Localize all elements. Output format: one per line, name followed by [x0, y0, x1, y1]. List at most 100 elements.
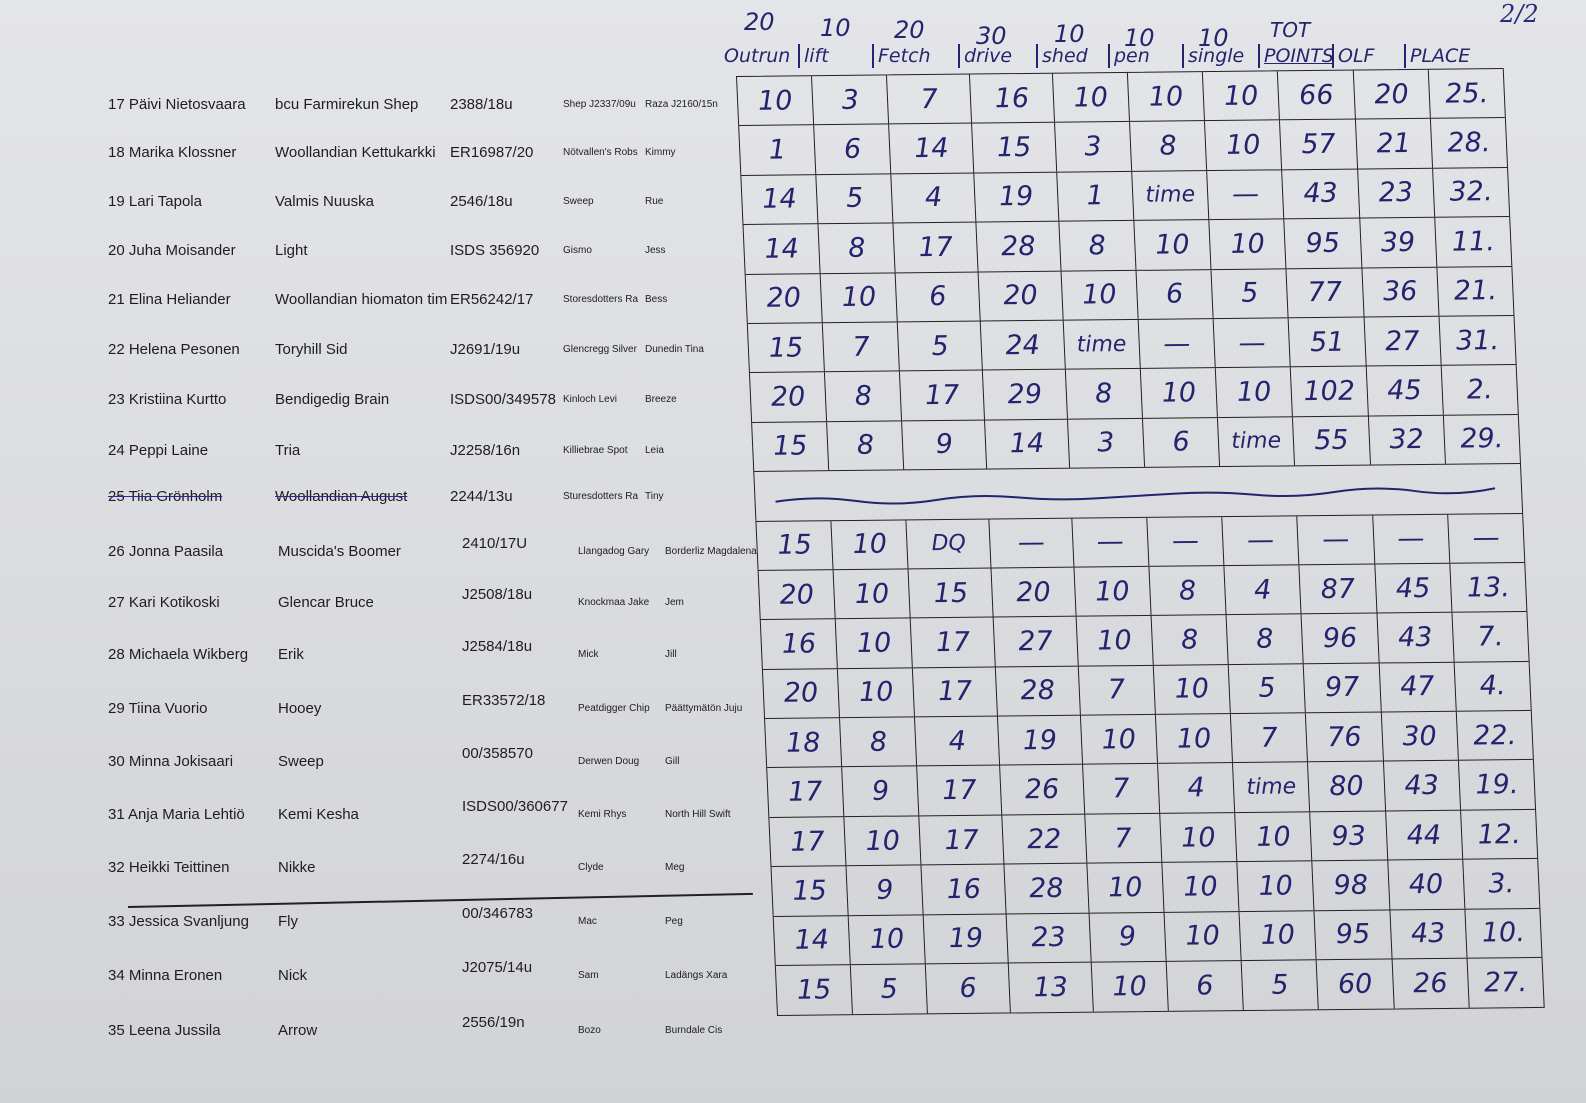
- score-cell: 10: [1140, 368, 1219, 418]
- col-olf: OLF: [1332, 44, 1374, 68]
- score-cell: 13: [1008, 962, 1094, 1013]
- competitor-row: 27 Kari Kotikoski Glencar Bruce J2508/18u K…: [0, 586, 760, 618]
- competitor-row: 26 Jonna Paasila Muscida's Boomer 2410/17U…: [0, 535, 760, 567]
- score-cell: 10: [1134, 220, 1212, 270]
- score-cell: 19: [924, 914, 1009, 964]
- score-cell: 10: [1164, 911, 1242, 961]
- registration-number: J2691/19u: [450, 341, 521, 358]
- dam-name: Gill: [665, 756, 680, 767]
- dog-name: Toryhill Sid: [275, 341, 348, 358]
- score-cell: 17: [913, 667, 999, 717]
- score-cell: 13.: [1466, 571, 1511, 604]
- score-cell: 15: [775, 965, 854, 1016]
- score-cell: 5: [816, 174, 894, 224]
- dam-name: Borderliz Magdalena: [665, 546, 757, 557]
- score-cell: 6: [896, 272, 981, 322]
- score-cell: 10: [848, 915, 927, 965]
- score-cell: 16: [760, 619, 839, 669]
- sire-name: Derwen Doug: [578, 756, 640, 767]
- score-cell: 8: [1149, 565, 1227, 616]
- score-cell: 17: [767, 767, 845, 817]
- score-row: 17 9 17 26 7 4 time 80 43 19.: [767, 760, 1536, 818]
- score-row: 15 10 DQ — — — — — — —: [756, 513, 1525, 571]
- score-column-headers: Outrun lift Fetch drive shed pen single …: [724, 44, 1484, 72]
- competitor-row: 20 Juha Moisander Light ISDS 356920 Gismo Je…: [0, 242, 760, 266]
- score-cell: 1: [1056, 171, 1135, 221]
- score-cell: 9: [842, 766, 920, 817]
- score-row: 10 3 7 16 10 10 10 66 20 25.: [737, 68, 1505, 127]
- dam-name: Bess: [645, 294, 668, 305]
- score-cell: 17: [769, 817, 847, 867]
- score-cell: 10: [1209, 219, 1287, 269]
- competitor-name: 18 Marika Klossner: [108, 144, 237, 161]
- score-cell: 20: [1353, 69, 1431, 119]
- dam-name: Dunedin Tina: [645, 344, 704, 355]
- score-cell: 10: [1091, 961, 1169, 1013]
- sire-name: Clyde: [578, 862, 604, 873]
- dam-name: Rue: [645, 196, 664, 207]
- competitor-name: 22 Helena Pesonen: [108, 341, 240, 358]
- competitor-name: 29 Tiina Vuorio: [108, 700, 208, 717]
- col-place: PLACE: [1404, 44, 1470, 68]
- competitor-row: 32 Heikki Teittinen Nikke 2274/16u Clyde Meg: [0, 851, 760, 883]
- score-cell: 10: [1127, 72, 1206, 122]
- dog-name: Fly: [278, 913, 298, 930]
- score-cell: —: [989, 518, 1075, 568]
- registration-number: J2075/14u: [462, 959, 533, 976]
- sire-name: Llangadog Gary: [578, 546, 650, 557]
- dog-name: Bendigedig Brain: [275, 391, 390, 408]
- score-cell: time: [1233, 762, 1311, 812]
- score-cell: 8: [1065, 369, 1143, 419]
- score-cell: 10: [1061, 270, 1139, 320]
- score-cell: 10: [737, 76, 815, 126]
- score-cell: 43: [1377, 613, 1455, 663]
- score-cell: 10: [1074, 566, 1152, 616]
- score-row: 20 10 15 20 10 8 4 87 45 13.: [758, 562, 1527, 621]
- sire-name: Kinloch Levi: [563, 394, 617, 405]
- score-cell: 55: [1293, 416, 1371, 466]
- sire-name: Kemi Rhys: [578, 809, 627, 820]
- score-row: 14 5 4 19 1 time —43 23 32.: [741, 167, 1510, 226]
- sire-name: Sturesdotters Ra: [563, 491, 639, 502]
- score-cell: —: [1147, 516, 1225, 566]
- registration-number: ISDS00/360677: [462, 798, 568, 815]
- competitor-row: 22 Helena Pesonen Toryhill Sid J2691/19u Gl…: [0, 341, 760, 365]
- registration-number: 2556/19n: [462, 1014, 525, 1031]
- score-cell: 5: [1211, 268, 1289, 319]
- score-cell: 77: [1286, 268, 1365, 318]
- competitor-name: 34 Minna Eronen: [108, 967, 223, 984]
- score-cell: 10: [1235, 812, 1313, 862]
- score-cell: 19: [974, 172, 1060, 222]
- sire-name: Sweep: [563, 196, 594, 207]
- score-table: 10 3 7 16 10 10 10 66 20 25. 1 6 14 15 3 8 10 57 21 28. 14 5 4…: [736, 67, 1545, 1016]
- score-cell: 19.: [1474, 769, 1520, 801]
- score-cell: 16: [921, 864, 1007, 915]
- score-cell: 95: [1314, 910, 1393, 960]
- registration-number: J2508/18u: [462, 586, 533, 603]
- max-lift: 10: [820, 14, 851, 42]
- score-cell: 27: [993, 616, 1079, 667]
- score-cell: 80: [1308, 761, 1386, 812]
- dog-name: bcu Farmirekun Shep: [275, 96, 419, 113]
- score-cell: 10: [1076, 616, 1154, 666]
- score-cell: 10: [1087, 863, 1165, 913]
- score-cell: 7: [887, 74, 973, 124]
- dog-name: Light: [275, 242, 308, 259]
- score-cell: 3.: [1487, 868, 1515, 900]
- score-cell: 45: [1374, 563, 1453, 613]
- score-cell: 97: [1304, 663, 1382, 713]
- score-cell: 20: [749, 372, 828, 422]
- competitor-row: 34 Minna Eronen Nick J2075/14u Sam Ladängs X…: [0, 959, 760, 991]
- score-cell: time: [1063, 319, 1141, 370]
- score-cell: 45: [1366, 366, 1444, 416]
- dam-name: Päättymätön Juju: [665, 703, 743, 714]
- dog-name: Woollandian August: [275, 488, 408, 505]
- max-shed: 10: [1054, 20, 1085, 48]
- score-cell: 20: [762, 668, 841, 719]
- score-cell: 15: [908, 568, 994, 618]
- sire-name: Killiebrae Spot: [563, 445, 628, 456]
- competitor-name: 19 Lari Tapola: [108, 193, 202, 210]
- col-single: single: [1182, 44, 1244, 68]
- score-cell: 8: [818, 223, 896, 273]
- col-points: POINTS: [1258, 44, 1334, 68]
